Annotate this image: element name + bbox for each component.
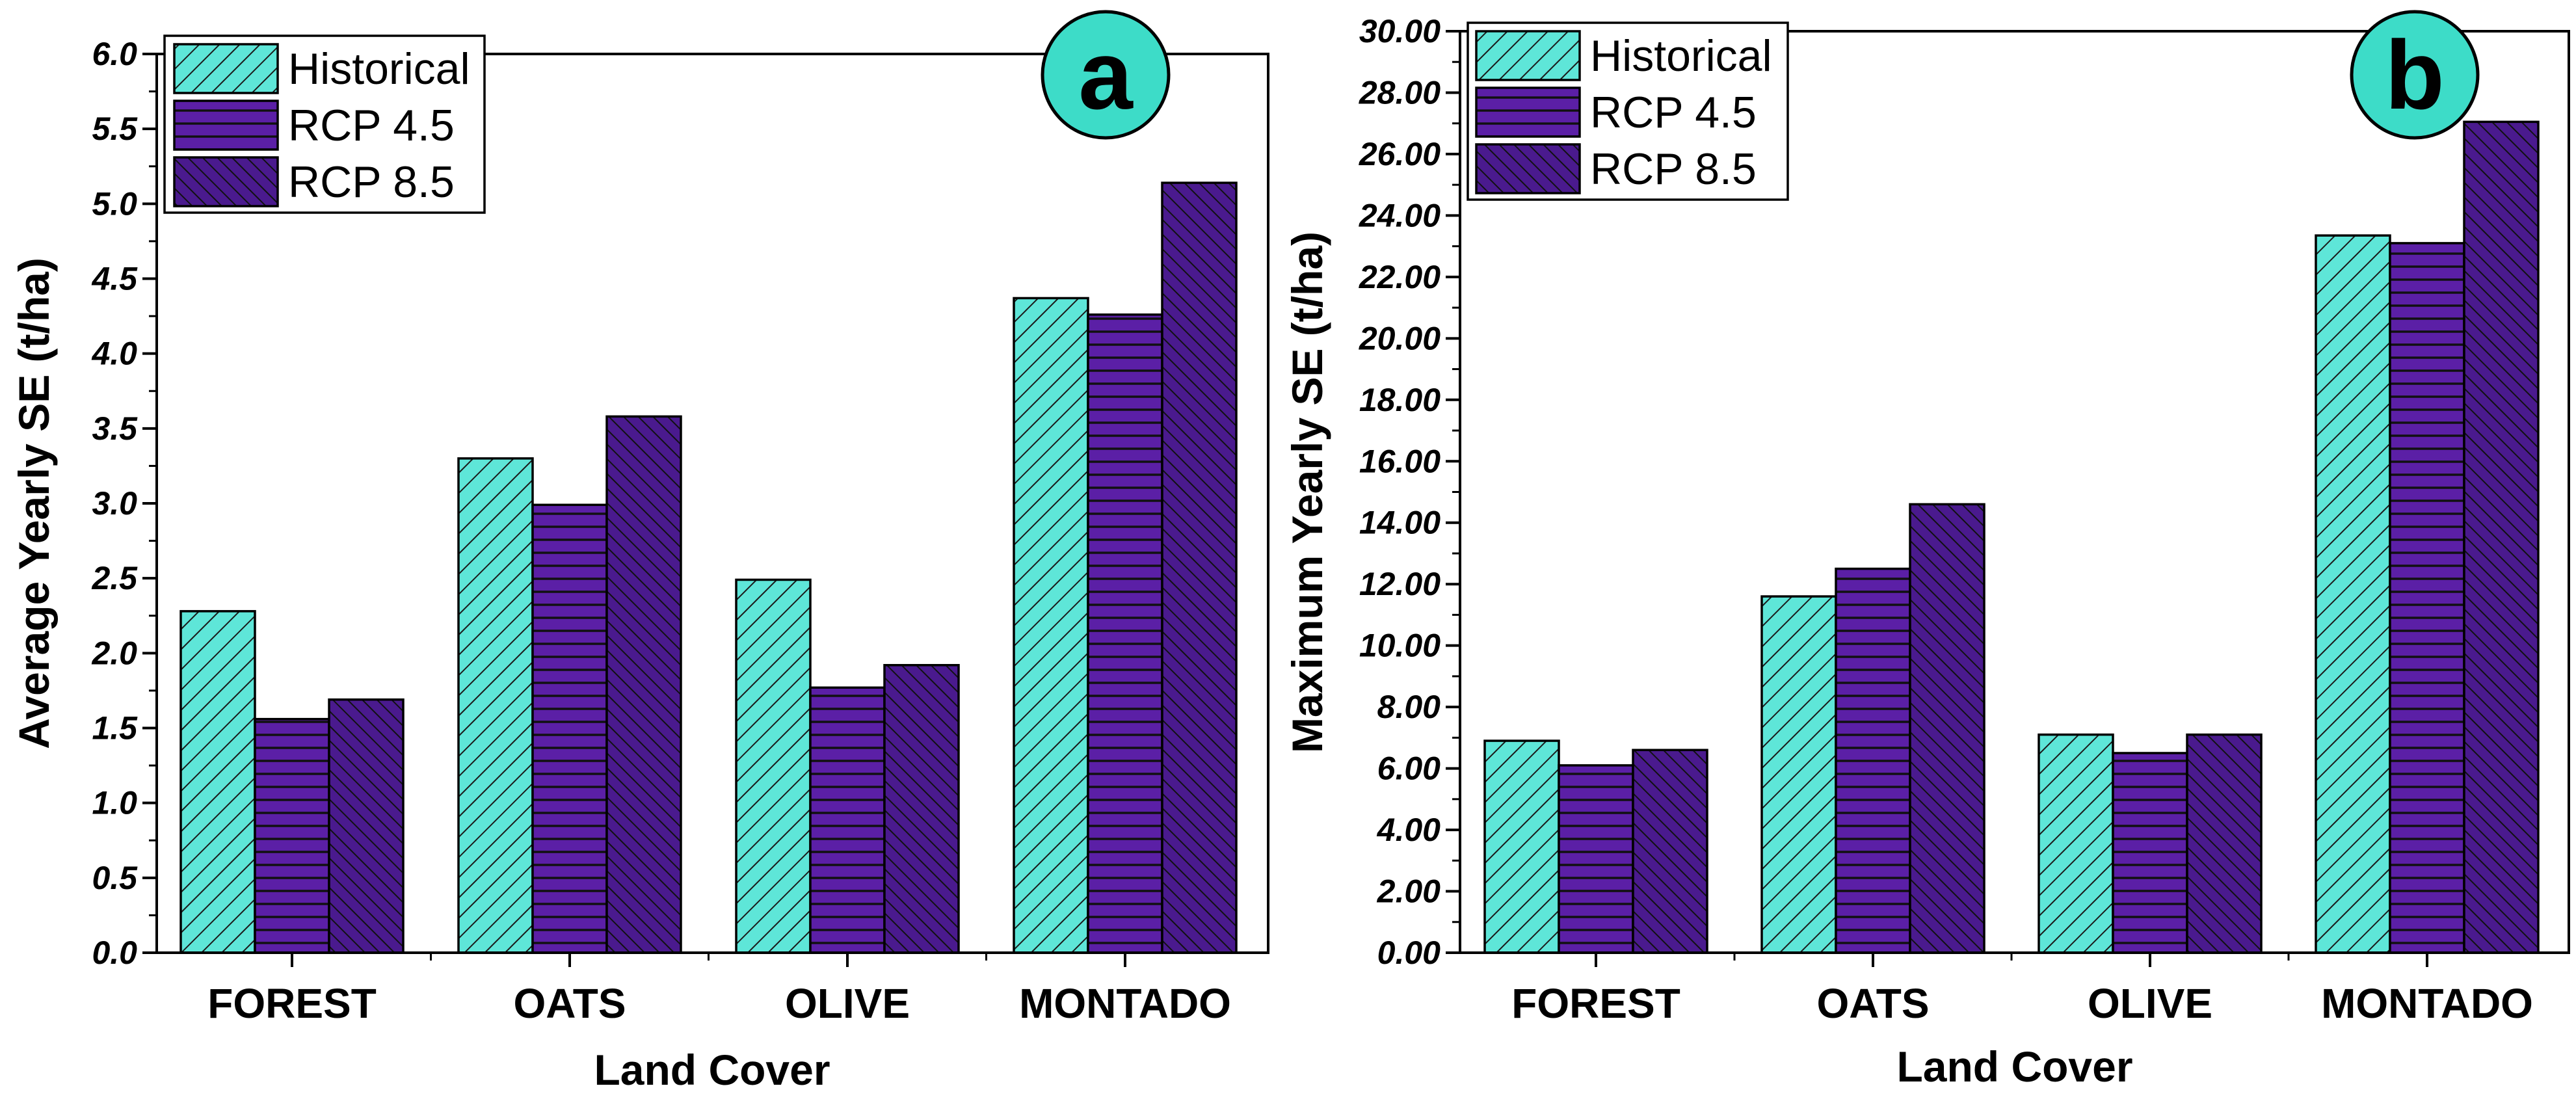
panel-a-bar-rcp45-oats (531, 503, 608, 954)
panel-a-badge: a (1041, 10, 1171, 140)
panel-a-bars (179, 181, 1238, 954)
panel-a-bar-rcp85-olive (883, 664, 960, 954)
panel-b-bar-historical-olive (2038, 733, 2114, 954)
panel-b-legend-swatch-rcp85 (1475, 143, 1581, 194)
panel-a-x-tick-label-olive: OLIVE (785, 980, 910, 1027)
panel-b-bar-historical-forest (1483, 739, 1560, 954)
panel-a-legend-label-rcp85: RCP 8.5 (288, 157, 455, 207)
panel-b-bar-rcp45-olive (2112, 752, 2188, 954)
panel-b-legend-label-rcp85: RCP 8.5 (1590, 144, 1757, 194)
panel-a-bar-rcp45-forest (254, 717, 330, 954)
panel-a-y-tick-label: 2.0 (91, 635, 137, 671)
panel-b-y-axis-title: Maximum Yearly SE (t/ha) (1283, 232, 1331, 753)
panel-b-bar-rcp85-montado (2463, 120, 2540, 954)
panel-b-y-tick-label: 28.00 (1359, 74, 1441, 111)
panel-b-y-tick-label: 10.00 (1359, 628, 1441, 664)
panel-a-legend-swatch-rcp85 (173, 156, 279, 207)
panel-a-y-tick-label: 6.0 (92, 36, 137, 72)
panel-b-bar-rcp85-olive (2186, 733, 2263, 954)
panel-a-y-tick-label: 1.0 (92, 785, 137, 821)
panel-b-bar-rcp45-montado (2389, 242, 2465, 954)
panel-b-x-tick-label-oats: OATS (1816, 980, 1929, 1027)
panel-b-legend-label-rcp45: RCP 4.5 (1590, 88, 1757, 137)
panel-a-bar-rcp85-forest (328, 698, 405, 954)
panel-a-bar-rcp85-montado (1161, 181, 1238, 954)
panel-b-legend-label-historical: Historical (1590, 31, 1772, 81)
panel-b-x-ticks: FOREST OATS OLIVE MONTADO (1511, 953, 2533, 1027)
panel-a-y-tick-label: 2.5 (91, 560, 138, 596)
panel-a-bar-historical-montado (1013, 297, 1089, 954)
panel-b-y-tick-label: 26.00 (1359, 136, 1441, 172)
panel-b-bar-rcp45-forest (1558, 764, 1634, 954)
panel-b-legend: Historical RCP 4.5 RCP 8.5 (1467, 21, 1789, 201)
panel-a-y-tick-label: 5.0 (92, 185, 137, 222)
panel-a-bar-rcp45-olive (809, 686, 886, 954)
panel-b-y-tick-label: 14.00 (1359, 505, 1441, 541)
panel-a-bar-historical-forest (179, 610, 256, 954)
panel-b-y-tick-label: 2.00 (1377, 873, 1441, 910)
panel-b-y-tick-label: 12.00 (1359, 566, 1441, 602)
panel-a-y-tick-label: 4.0 (91, 336, 137, 372)
panel-b-x-tick-label-forest: FOREST (1511, 980, 1680, 1027)
panel-b-bar-historical-oats (1760, 595, 1837, 954)
panel-b-badge-circle (2350, 10, 2480, 140)
panel-b-y-tick-label: 18.00 (1359, 382, 1441, 418)
panel-b-badge: b (2350, 10, 2480, 140)
panel-b-legend-swatch-rcp45 (1475, 86, 1581, 138)
panel-a-bar-rcp85-oats (605, 415, 682, 954)
panel-a-x-ticks: FOREST OATS OLIVE MONTADO (207, 953, 1231, 1027)
panel-a-y-tick-label: 5.5 (92, 111, 138, 147)
panel-b-legend-swatch-historical (1475, 30, 1581, 81)
panel-b-y-tick-label: 24.00 (1359, 197, 1441, 233)
panel-a-bar-historical-olive (735, 578, 812, 954)
panel-b-y-tick-label: 20.00 (1359, 320, 1441, 356)
panel-a-y-tick-label: 4.5 (91, 261, 138, 297)
panel-a-y-tick-label: 3.0 (92, 485, 137, 522)
panel-a-y-tick-label: 0.5 (92, 860, 138, 896)
panel-a-y-ticks: 0.0 0.5 1.0 1.5 2.0 2.5 3.0 3.5 4.0 4.5 5.0 5.5 6.0 (91, 36, 157, 971)
panel-b-badge-label: b (2385, 20, 2445, 129)
panel-a-y-tick-label: 3.5 (92, 410, 138, 447)
panel-b-y-tick-label: 4.00 (1377, 812, 1441, 848)
panel-b-bar-historical-montado (2315, 234, 2391, 954)
panel-a-x-tick-label-montado: MONTADO (1019, 980, 1231, 1027)
panel-a-y-axis-title: Average Yearly SE (t/ha) (10, 258, 58, 749)
panel-a-badge-circle (1041, 10, 1171, 140)
panel-a-y-tick-label: 1.5 (92, 710, 138, 747)
panel-a-x-axis-title: Land Cover (594, 1046, 830, 1094)
panel-a-y-tick-label: 0.0 (92, 935, 137, 971)
panel-b-bar-rcp85-forest (1632, 749, 1708, 954)
panel-a-bar-historical-oats (457, 457, 534, 954)
panel-b-x-tick-label-montado: MONTADO (2321, 980, 2533, 1027)
panel-a: 0.00.51.01.52.02.53.03.54.04.55.05.56.0 … (10, 10, 1269, 1094)
panel-b-bar-rcp85-oats (1909, 503, 1985, 954)
panel-b-y-tick-label: 0.00 (1377, 935, 1441, 971)
panel-b-y-tick-label: 30.00 (1359, 13, 1441, 49)
panel-b-bar-rcp45-oats (1835, 567, 1911, 954)
panel-b-y-tick-label: 22.00 (1359, 259, 1441, 295)
panel-a-legend-label-historical: Historical (288, 44, 470, 94)
panel-a-x-tick-label-oats: OATS (513, 980, 626, 1027)
panel-a-legend: Historical RCP 4.5 RCP 8.5 (163, 34, 486, 214)
panel-b-x-axis-title: Land Cover (1896, 1042, 2132, 1091)
panel-b-bars (1483, 120, 2540, 954)
panel-a-badge-label: a (1078, 20, 1134, 129)
panel-a-legend-swatch-rcp45 (173, 99, 279, 151)
panel-a-x-tick-label-forest: FOREST (207, 980, 377, 1027)
panel-b-y-ticks: 0.00 2.00 4.00 6.00 8.00 10.00 12.00 14.00 16.00… (1359, 13, 1460, 971)
panel-b-x-tick-label-olive: OLIVE (2088, 980, 2212, 1027)
panel-b-y-tick-label: 8.00 (1377, 689, 1441, 725)
panel-a-legend-swatch-historical (173, 43, 279, 94)
panel-b-y-tick-label: 16.00 (1359, 443, 1441, 479)
panel-a-legend-label-rcp45: RCP 4.5 (288, 101, 455, 150)
panel-a-bar-rcp45-montado (1087, 313, 1163, 954)
panel-b-y-tick-label: 6.00 (1377, 750, 1441, 787)
panel-b: 0.00 2.00 4.00 6.00 8.00 10.00 12.00 14.00 16.00… (1283, 10, 2570, 1091)
